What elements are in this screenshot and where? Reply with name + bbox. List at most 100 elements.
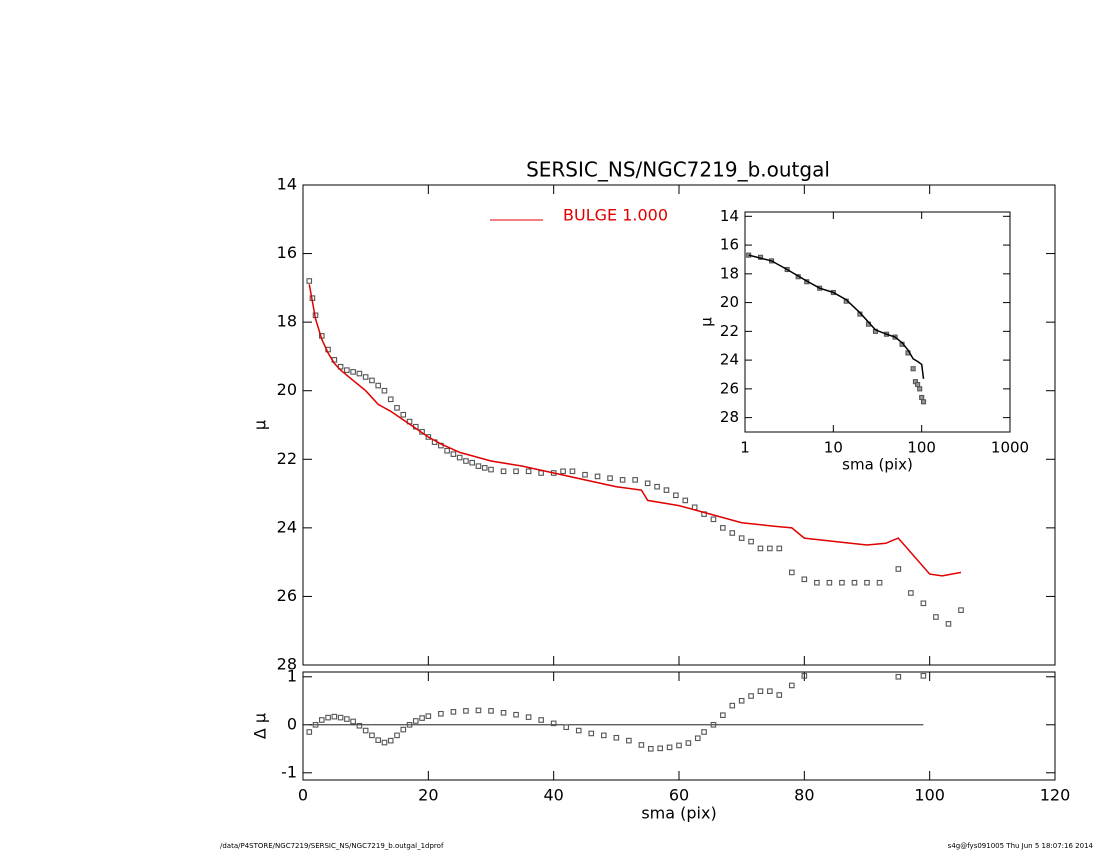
data-point <box>450 709 457 715</box>
data-point <box>613 734 620 741</box>
data-point <box>710 721 717 728</box>
x-tick-label: 60 <box>669 786 689 805</box>
data-point <box>394 405 400 411</box>
data-point <box>350 369 356 375</box>
data-point <box>720 525 726 531</box>
data-point <box>325 714 331 721</box>
data-point <box>694 735 701 742</box>
data-point <box>513 468 519 475</box>
chart-title: SERSIC_NS/NGC7219_b.outgal <box>526 158 830 182</box>
data-point <box>387 737 394 744</box>
y-tick-label: 24 <box>277 517 297 536</box>
y-tick-label: 24 <box>720 351 739 369</box>
y-axis-label: Δ μ <box>251 713 270 739</box>
data-point <box>318 717 325 723</box>
data-point <box>895 673 902 680</box>
data-point <box>575 727 582 734</box>
data-point <box>500 709 507 716</box>
data-point <box>412 718 419 724</box>
data-point <box>394 732 400 739</box>
data-point <box>851 579 858 586</box>
data-point <box>450 451 457 457</box>
x-axis-label: sma (pix) <box>842 456 913 474</box>
data-point <box>356 370 363 377</box>
data-point <box>895 566 902 572</box>
data-point <box>676 742 682 749</box>
legend-label: BULGE 1.000 <box>563 206 668 225</box>
data-point <box>362 727 369 734</box>
data-point <box>306 729 313 735</box>
data-point <box>814 579 820 586</box>
data-point <box>563 724 570 731</box>
data-point <box>469 459 476 466</box>
data-point <box>362 374 369 380</box>
y-tick-label: 0 <box>287 714 297 733</box>
data-point <box>910 366 916 372</box>
data-point <box>419 715 425 721</box>
data-point <box>475 463 482 469</box>
data-point <box>337 714 344 721</box>
y-tick-label: 14 <box>277 175 297 194</box>
data-point <box>710 516 717 523</box>
x-tick-label: 10 <box>824 439 843 457</box>
y-tick-label: 16 <box>277 243 297 262</box>
data-point <box>729 702 736 709</box>
data-point <box>369 377 375 384</box>
x-tick-label: 120 <box>1040 786 1071 805</box>
data-point <box>594 473 601 480</box>
data-point <box>920 673 927 679</box>
data-point <box>958 607 964 613</box>
data-point <box>538 717 544 723</box>
footer-left: /data/P4STORE/NGC7219/SERSIC_NS/NGC7219_… <box>220 842 444 850</box>
data-point <box>757 688 764 695</box>
data-point <box>663 487 670 493</box>
data-point <box>481 465 488 471</box>
data-point <box>638 742 645 748</box>
data-point <box>350 718 356 725</box>
data-point <box>933 614 939 620</box>
data-point <box>387 396 394 403</box>
y-tick-label: 1 <box>287 666 297 685</box>
y-tick-label: 20 <box>720 293 739 311</box>
data-point <box>488 708 494 714</box>
data-point <box>801 576 808 583</box>
data-point <box>647 745 654 752</box>
x-tick-label: 1 <box>740 439 750 457</box>
data-point <box>945 621 952 627</box>
data-point <box>720 712 726 719</box>
y-tick-label: 26 <box>277 586 297 605</box>
x-tick-label: 0 <box>298 786 308 805</box>
data-point <box>682 497 689 504</box>
data-point <box>375 382 382 389</box>
data-point <box>767 688 773 695</box>
x-tick-label: 80 <box>794 786 814 805</box>
y-tick-label: 28 <box>277 655 297 674</box>
y-tick-label: 26 <box>720 379 739 397</box>
data-point <box>381 739 388 746</box>
data-point <box>356 722 363 729</box>
plot-frame <box>744 211 1011 433</box>
data-point <box>757 545 764 552</box>
data-point <box>632 477 638 483</box>
data-point <box>864 579 870 586</box>
data-point <box>626 737 632 744</box>
data-point <box>513 711 519 718</box>
data-point <box>475 707 482 714</box>
y-tick-label: 28 <box>720 408 739 426</box>
data-point <box>550 720 557 727</box>
y-tick-label: 22 <box>277 449 297 468</box>
data-point <box>588 730 595 737</box>
data-point <box>917 386 923 392</box>
data-point <box>582 471 588 478</box>
data-point <box>839 579 845 586</box>
data-point <box>375 737 382 743</box>
data-point <box>400 726 407 733</box>
data-point <box>306 278 313 284</box>
x-tick-label: 100 <box>907 439 936 457</box>
x-tick-label: 1000 <box>991 439 1029 457</box>
profile-line <box>308 284 962 577</box>
data-point <box>456 454 463 461</box>
data-point <box>400 411 407 418</box>
data-point <box>767 545 773 552</box>
